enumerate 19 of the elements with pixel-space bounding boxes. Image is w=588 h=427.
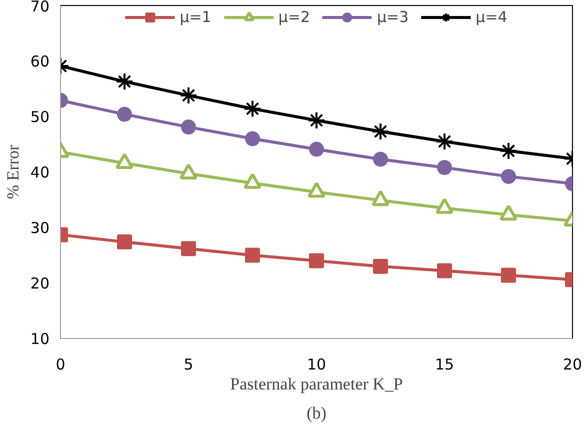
legend-label: μ=1 xyxy=(180,8,212,26)
y-tick-label: 30 xyxy=(30,219,50,237)
y-tick-label: 70 xyxy=(30,0,50,16)
y-tick-label: 20 xyxy=(30,274,50,292)
x-axis-title: Pasternak parameter K_P xyxy=(230,374,403,394)
y-axis-title: % Error xyxy=(3,144,22,200)
y-tick-label: 10 xyxy=(30,330,50,348)
y-tick-label: 40 xyxy=(30,164,50,182)
x-tick-label: 0 xyxy=(56,356,66,374)
x-tick-label: 20 xyxy=(562,356,582,374)
legend-label: μ=2 xyxy=(278,8,310,26)
x-tick-label: 15 xyxy=(434,356,454,374)
y-tick-label: 60 xyxy=(30,52,50,70)
x-tick-label: 10 xyxy=(306,356,326,374)
y-tick-label: 50 xyxy=(30,108,50,126)
x-tick-label: 5 xyxy=(184,356,194,374)
legend-label: μ=3 xyxy=(377,8,409,26)
legend-label: μ=4 xyxy=(476,8,508,26)
text: (b) xyxy=(306,404,326,422)
